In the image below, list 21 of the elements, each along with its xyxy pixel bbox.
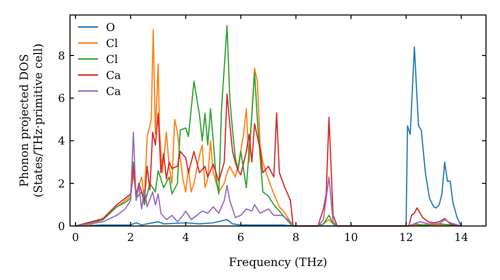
legend-label: Ca	[106, 69, 122, 82]
legend-label: O	[106, 21, 116, 34]
y-axis-title: Phonon projected DOS (States/THz·primitive cell)	[17, 44, 45, 198]
x-tick-label: 6	[237, 231, 244, 244]
legend-label: Cl	[106, 37, 118, 50]
x-tick-label: 12	[399, 231, 414, 244]
y-tick-label: 0	[58, 220, 65, 233]
y-tick-label: 2	[58, 177, 65, 190]
x-tick-label: 0	[72, 231, 80, 244]
y-tick-label: 8	[58, 49, 65, 62]
x-tick-label: 10	[344, 231, 358, 244]
x-tick-label: 8	[292, 231, 300, 244]
legend-label: Ca	[106, 85, 122, 98]
x-axis-title: Frequency (THz)	[228, 255, 328, 269]
x-tick-label: 14	[454, 231, 468, 244]
x-tick-label: 4	[182, 231, 190, 244]
y-tick-label: 4	[58, 134, 65, 148]
y-tick-label: 6	[58, 92, 65, 106]
x-tick-label: 2	[127, 231, 134, 244]
line-series	[74, 132, 462, 227]
legend-label: Cl	[106, 53, 118, 66]
